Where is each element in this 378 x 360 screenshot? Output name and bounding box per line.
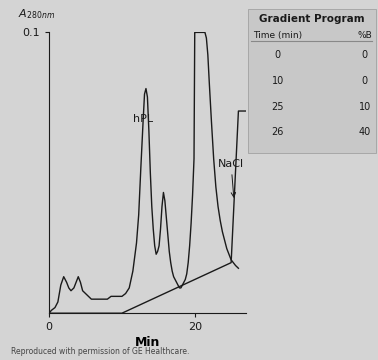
Text: hPL: hPL bbox=[133, 114, 153, 124]
Text: 0: 0 bbox=[275, 50, 281, 60]
Text: Gradient Program: Gradient Program bbox=[259, 14, 365, 24]
Text: 26: 26 bbox=[272, 127, 284, 138]
Text: 40: 40 bbox=[359, 127, 371, 138]
X-axis label: Min: Min bbox=[135, 336, 160, 350]
Text: NaCl: NaCl bbox=[218, 159, 244, 197]
Text: $A_{280nm}$: $A_{280nm}$ bbox=[18, 7, 55, 21]
Text: 10: 10 bbox=[359, 102, 371, 112]
Text: 10: 10 bbox=[272, 76, 284, 86]
Text: %B: %B bbox=[357, 31, 372, 40]
Text: 25: 25 bbox=[271, 102, 284, 112]
Text: Time (min): Time (min) bbox=[253, 31, 302, 40]
Text: 0: 0 bbox=[362, 50, 368, 60]
Text: 0: 0 bbox=[362, 76, 368, 86]
Text: Reproduced with permission of GE Healthcare.: Reproduced with permission of GE Healthc… bbox=[11, 347, 190, 356]
